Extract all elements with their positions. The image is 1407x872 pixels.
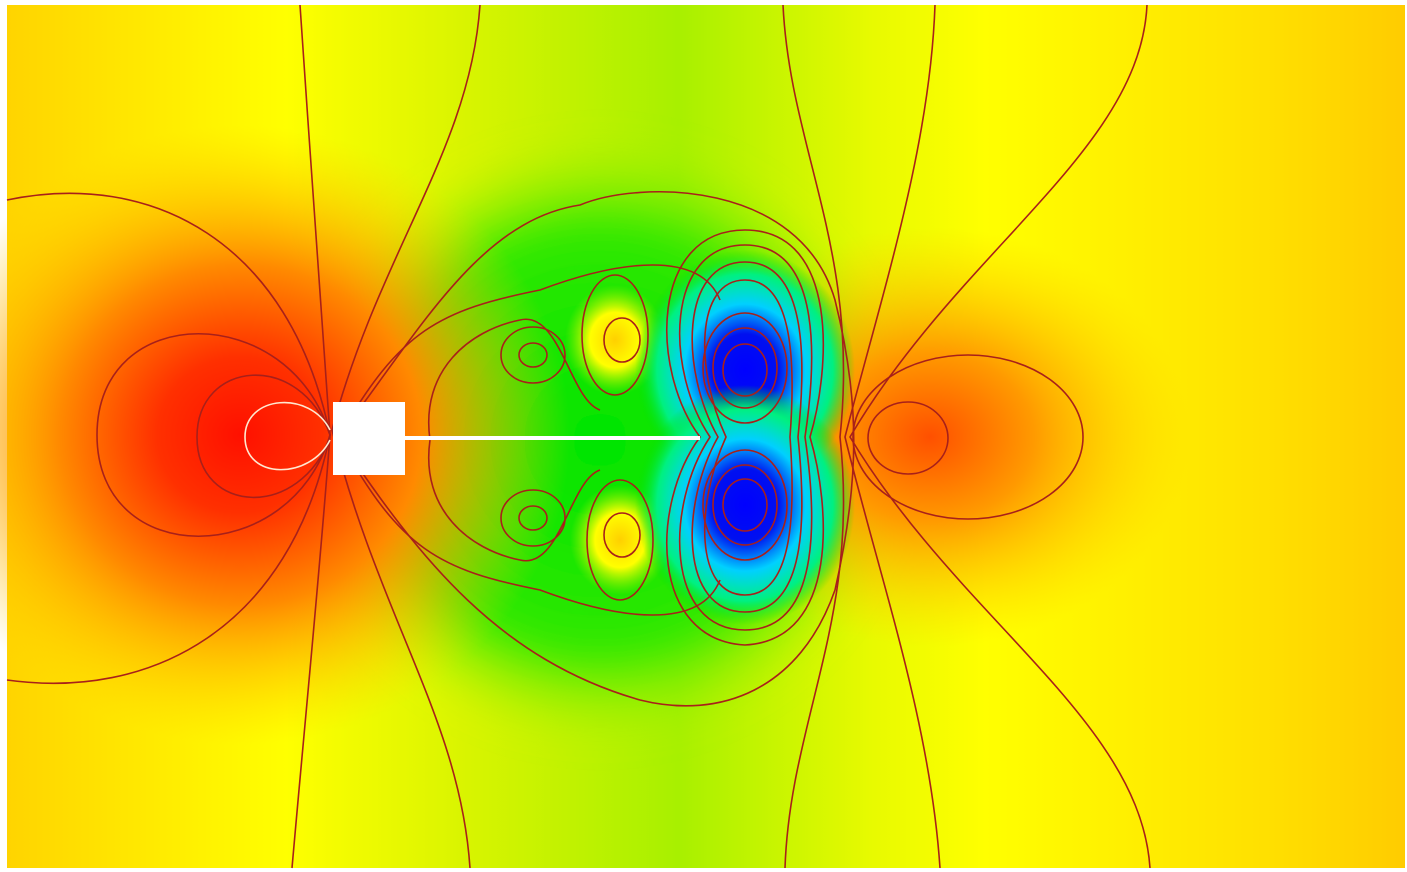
body-block xyxy=(333,402,405,475)
contour-lines xyxy=(6,4,1151,869)
plate xyxy=(405,436,700,440)
